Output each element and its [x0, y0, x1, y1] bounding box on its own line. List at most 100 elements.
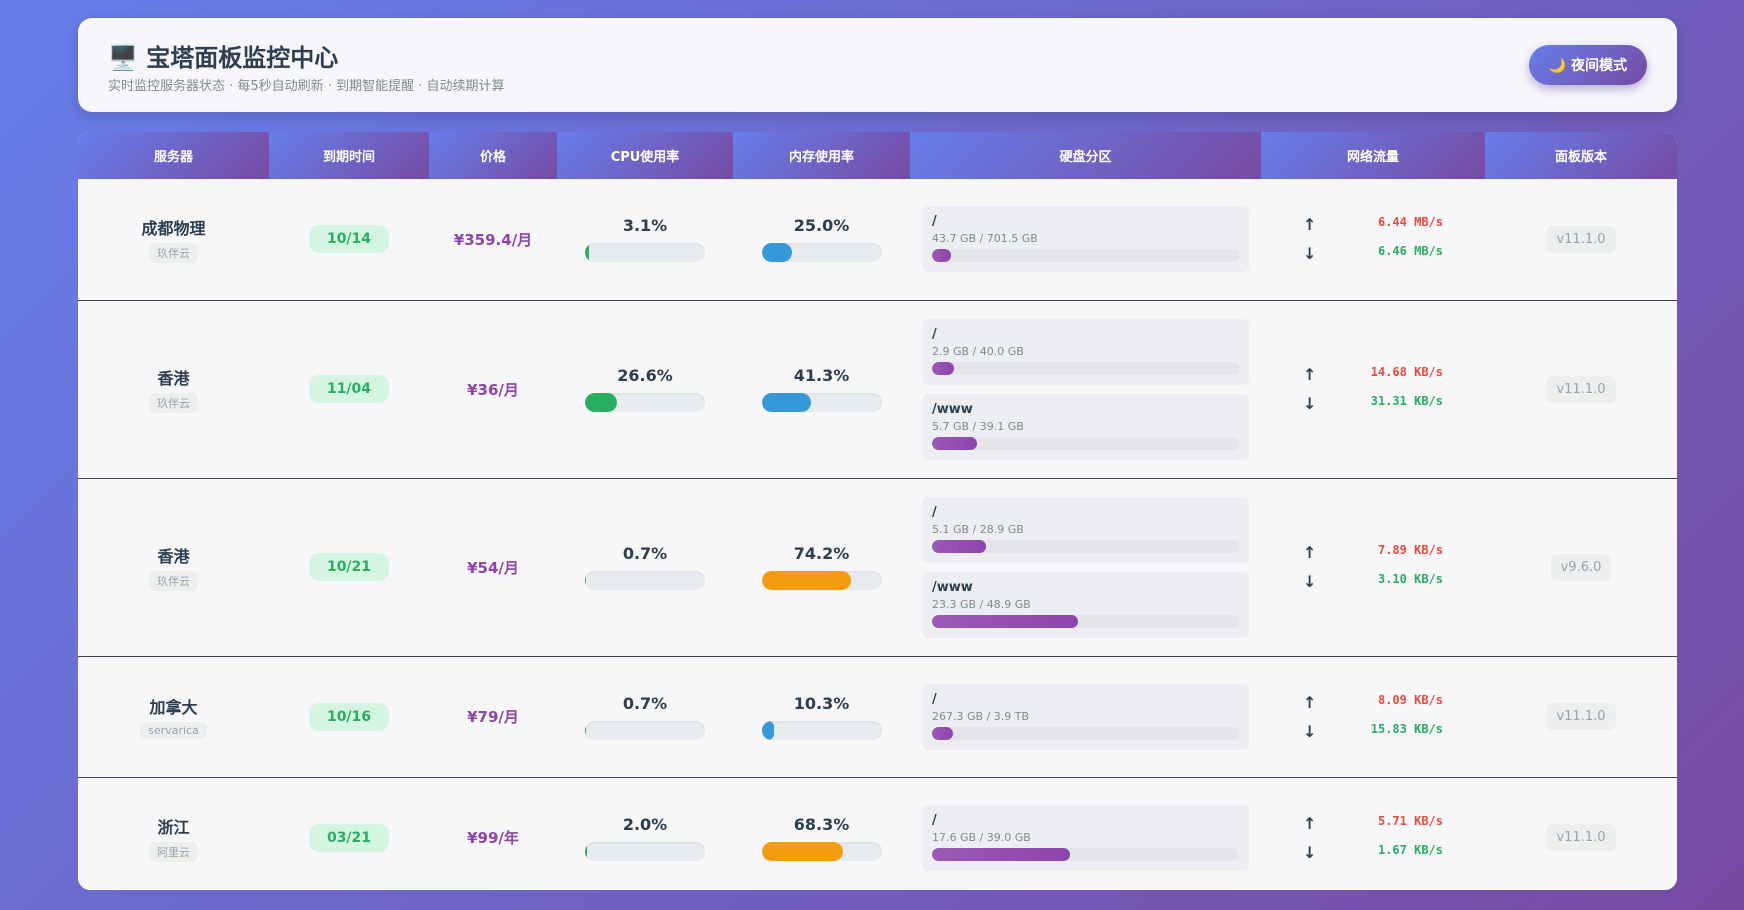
memory-cell: 10.3% [733, 656, 910, 778]
table-head: 服务器 到期时间 价格 CPU使用率 内存使用率 硬盘分区 网络流量 面板版本 [78, 132, 1677, 179]
server-row: 香港 玖伴云 10/21 ¥54/月 0.7% 74.2% / 5.1 GB / 28.9 G… [78, 478, 1677, 657]
header-row: 服务器 到期时间 价格 CPU使用率 内存使用率 硬盘分区 网络流量 面板版本 [78, 132, 1677, 179]
disk-mount: / [932, 504, 937, 520]
disk-bar [932, 614, 1079, 628]
disk-mount: / [932, 812, 937, 828]
disk-bar [932, 249, 952, 263]
upload-speed: 7.89 KB/s [1377, 543, 1443, 557]
memory-track [761, 841, 882, 861]
memory-percent: 25.0% [793, 216, 850, 236]
version-cell: v11.1.0 [1485, 777, 1677, 890]
network-cell: ↑ 8.09 KB/s ↓ 15.83 KB/s [1261, 656, 1485, 778]
expiry-cell: 03/21 [269, 777, 429, 890]
title: 🖥️ 宝塔面板监控中心 [108, 44, 339, 72]
disk: / 2.9 GB / 40.0 GB [922, 318, 1249, 385]
memory-track [761, 720, 882, 740]
cpu-cell: 2.0% [557, 777, 733, 890]
download-icon: ↓ [1303, 721, 1317, 741]
cpu-cell: 3.1% [557, 179, 733, 301]
network-cell: ↑ 14.68 KB/s ↓ 31.31 KB/s [1261, 300, 1485, 479]
column-header: 内存使用率 [733, 132, 910, 179]
server-name: 浙江 [157, 817, 190, 837]
cpu-percent: 3.1% [622, 216, 668, 236]
download-icon: ↓ [1303, 244, 1317, 264]
disk-bar [932, 539, 987, 553]
upload-speed: 6.44 MB/s [1377, 215, 1443, 230]
memory-bar [761, 841, 844, 861]
memory-bar [761, 720, 774, 740]
subtitle: 实时监控服务器状态 · 每5秒自动刷新 · 到期智能提醒 · 自动续期计算 [108, 79, 505, 94]
column-header: 服务器 [78, 132, 269, 179]
disk-cell: / 5.1 GB / 28.9 GB/www 23.3 GB / 48.9 GB [910, 478, 1261, 657]
disk-bar [932, 726, 953, 740]
cpu-bar [585, 571, 586, 590]
price: ¥79/月 [467, 708, 519, 726]
memory-cell: 41.3% [733, 300, 910, 479]
column-header: 价格 [429, 132, 557, 179]
disk-track [932, 614, 1239, 628]
disk-bar [932, 436, 977, 450]
network-cell: ↑ 6.44 MB/s ↓ 6.46 MB/s [1261, 179, 1485, 301]
disk-mount: /www [932, 579, 973, 595]
disk: /www 23.3 GB / 48.9 GB [922, 571, 1249, 638]
price-cell: ¥99/年 [429, 777, 557, 890]
disk-usage: 267.3 GB / 3.9 TB [932, 709, 1030, 723]
theme-toggle[interactable]: 🌙 夜间模式 [1528, 45, 1647, 85]
disk: / 43.7 GB / 701.5 GB [922, 206, 1249, 273]
memory-bar [761, 243, 792, 263]
expiry-cell: 10/14 [269, 179, 429, 301]
memory-percent: 41.3% [793, 366, 850, 385]
disk: / 17.6 GB / 39.0 GB [922, 804, 1249, 871]
disk-track [932, 361, 1239, 375]
column-header: 网络流量 [1261, 132, 1485, 179]
upload-icon: ↑ [1303, 215, 1317, 235]
memory-percent: 10.3% [793, 693, 850, 713]
memory-track [761, 571, 882, 590]
price-cell: ¥79/月 [429, 656, 557, 778]
memory-cell: 74.2% [733, 478, 910, 657]
cpu-bar [585, 720, 586, 740]
column-header: 到期时间 [269, 132, 429, 179]
network: ↑ 6.44 MB/s ↓ 6.46 MB/s [1273, 215, 1473, 263]
panel-version: v11.1.0 [1546, 225, 1616, 253]
disk-cell: / 2.9 GB / 40.0 GB/www 5.7 GB / 39.1 GB [910, 300, 1261, 479]
download-speed: 6.46 MB/s [1377, 244, 1443, 259]
disk-track [932, 726, 1239, 740]
download-speed: 15.83 KB/s [1370, 721, 1443, 736]
cpu-percent: 0.7% [622, 693, 668, 713]
table-card: 服务器 到期时间 价格 CPU使用率 内存使用率 硬盘分区 网络流量 面板版本 成都物理 玖伴云… [78, 132, 1677, 890]
price: ¥36/月 [467, 380, 519, 399]
cpu-cell: 26.6% [557, 300, 733, 479]
cpu-track [585, 571, 705, 590]
cpu-cell: 0.7% [557, 478, 733, 657]
column-header: 硬盘分区 [910, 132, 1261, 179]
provider: 玖伴云 [149, 393, 198, 413]
disk-track [932, 847, 1239, 861]
disk-mount: / [932, 691, 937, 707]
download-speed: 1.67 KB/s [1377, 842, 1443, 857]
cpu-track [585, 720, 705, 740]
cpu-percent: 26.6% [617, 366, 673, 385]
download-icon: ↓ [1303, 572, 1317, 591]
column-header: CPU使用率 [557, 132, 733, 179]
disk: / 5.1 GB / 28.9 GB [922, 496, 1249, 563]
provider: 玖伴云 [149, 571, 198, 591]
network-cell: ↑ 5.71 KB/s ↓ 1.67 KB/s [1261, 777, 1485, 890]
memory-bar [761, 571, 851, 590]
download-icon: ↓ [1303, 842, 1317, 862]
price: ¥99/年 [467, 829, 519, 847]
disk-usage: 5.1 GB / 28.9 GB [932, 522, 1024, 536]
cpu-bar [585, 393, 617, 412]
disk: / 267.3 GB / 3.9 TB [922, 683, 1249, 750]
memory-cell: 68.3% [733, 777, 910, 890]
download-icon: ↓ [1303, 394, 1317, 413]
memory-cell: 25.0% [733, 179, 910, 301]
disk-cell: / 17.6 GB / 39.0 GB [910, 777, 1261, 890]
disk-mount: / [932, 214, 937, 230]
header-card: 🖥️ 宝塔面板监控中心 实时监控服务器状态 · 每5秒自动刷新 · 到期智能提醒… [78, 18, 1677, 112]
server-row: 加拿大 servarica 10/16 ¥79/月 0.7% 10.3% / 267.3 GB… [78, 656, 1677, 778]
disk-cell: / 267.3 GB / 3.9 TB [910, 656, 1261, 778]
price: ¥54/月 [467, 558, 519, 577]
server-cell: 香港 玖伴云 [78, 300, 269, 479]
